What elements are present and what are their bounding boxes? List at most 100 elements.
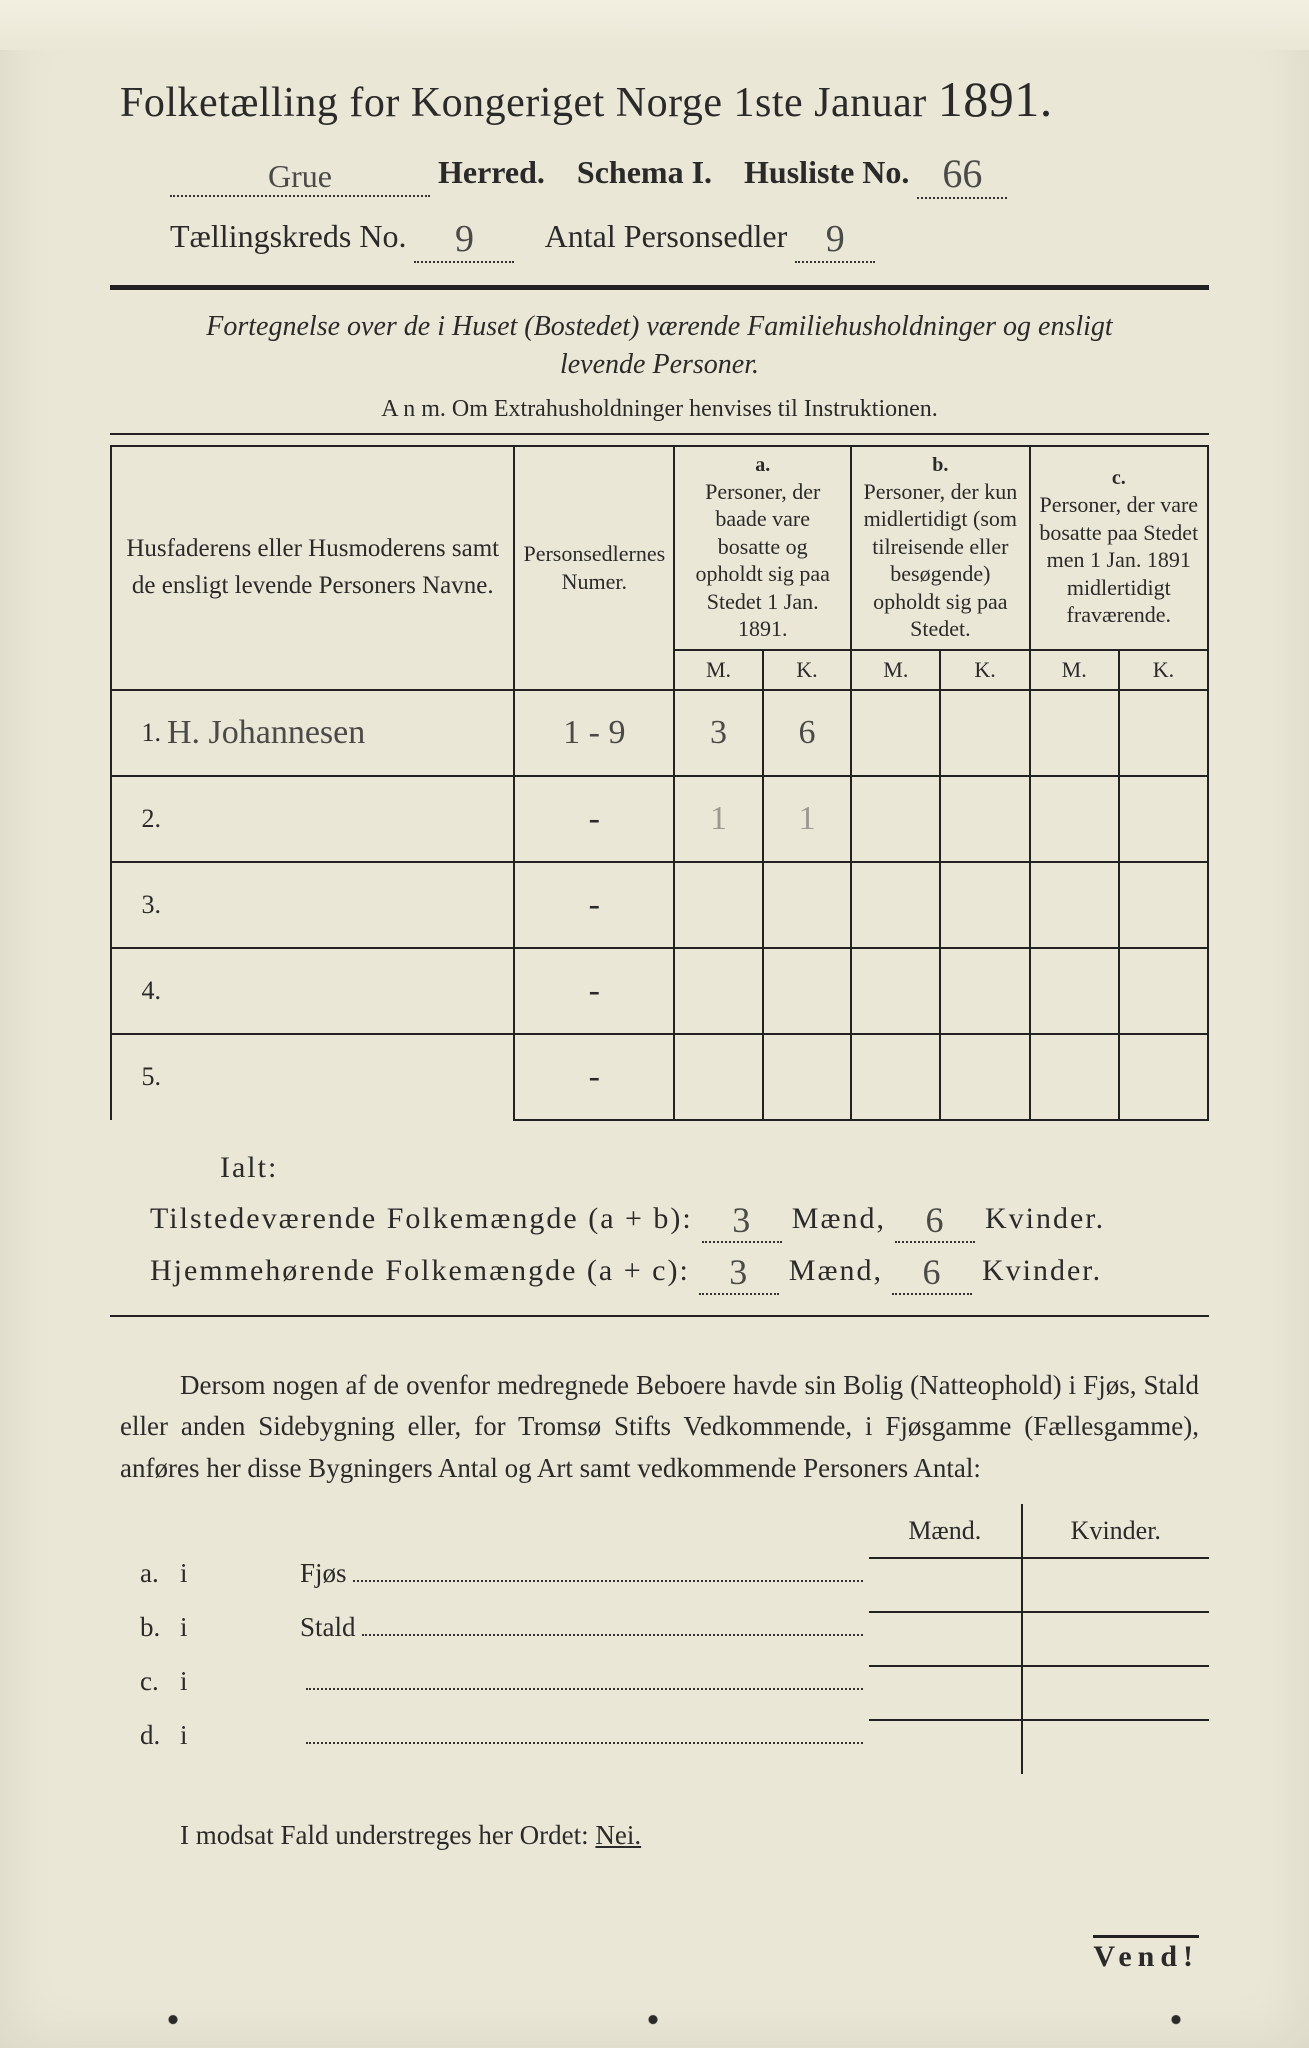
- lower-row-a: a. i Fjøs: [110, 1558, 869, 1612]
- page-title: Folketælling for Kongeriget Norge 1ste J…: [120, 70, 1209, 128]
- row5-am: [674, 1034, 763, 1120]
- row1-am: 3: [674, 690, 763, 776]
- lower-k-header: Kvinder.: [1022, 1504, 1209, 1558]
- sum-tilstede: Tilstedeværende Folkemængde (a + b): 3 M…: [150, 1195, 1209, 1239]
- lower-row-d: d. i: [110, 1720, 869, 1774]
- row3-num: 3.: [111, 862, 161, 948]
- lower-section: a. i Fjøs b. i Stald c. i d. i: [110, 1504, 1209, 1774]
- header-line-2: Grue Herred. Schema I. Husliste No. 66: [170, 146, 1209, 195]
- row5-name: [161, 1034, 514, 1120]
- modsat-line: I modsat Fald understreges her Ordet: Ne…: [180, 1820, 1209, 1851]
- data-row-1: 1. H. Johannesen 1 - 9 3 6: [111, 690, 1208, 776]
- lower-d-letter: d.: [110, 1720, 180, 1751]
- col-a-m: M.: [674, 650, 763, 690]
- sum-tilstede-label: Tilstedeværende Folkemængde (a + b):: [150, 1202, 693, 1235]
- lower-row-c: c. i: [110, 1666, 869, 1720]
- instruction-paragraph: Dersom nogen af de ovenfor medregnede Be…: [120, 1365, 1199, 1491]
- row3-name: [161, 862, 514, 948]
- header-line-3: Tællingskreds No. 9 Antal Personsedler 9: [170, 213, 1209, 259]
- lower-d-m: [869, 1720, 1022, 1774]
- ialt-label: Ialt:: [220, 1151, 1209, 1185]
- personsedler-label: Antal Personsedler: [545, 218, 788, 254]
- lower-d-i: i: [180, 1720, 300, 1751]
- row4-bm: [851, 948, 940, 1034]
- col-b-header: b. Personer, der kun midlertidigt (som t…: [851, 446, 1029, 650]
- sum-tilstede-k: 6: [895, 1199, 975, 1243]
- husliste-value: 66: [917, 150, 1007, 199]
- tear-mark-icon: [1163, 2004, 1189, 2030]
- anm-note: A n m. Om Extrahusholdninger henvises ti…: [110, 396, 1209, 423]
- col-c-header: c. Personer, der vare bosatte paa Stedet…: [1030, 446, 1208, 650]
- row3-bk: [940, 862, 1029, 948]
- row2-ck: [1119, 776, 1208, 862]
- row2-bm: [851, 776, 940, 862]
- lower-a-m: [869, 1558, 1022, 1612]
- rule-3: [110, 1315, 1209, 1317]
- col-b-m: M.: [851, 650, 940, 690]
- title-text: Folketælling for Kongeriget Norge 1ste J…: [120, 80, 927, 126]
- row2-name: [161, 776, 514, 862]
- personsedler-value: 9: [795, 217, 875, 263]
- lower-b-i: i: [180, 1612, 300, 1643]
- sum-hjemme-k: 6: [892, 1251, 972, 1295]
- vend-label: Vend!: [1093, 1935, 1199, 1974]
- sum-hjemme-m: 3: [699, 1251, 779, 1295]
- lower-b-m: [869, 1612, 1022, 1666]
- lower-a-letter: a.: [110, 1558, 180, 1589]
- herred-label: Herred.: [438, 154, 545, 190]
- col-names-text: Husfaderens eller Husmoderens samt de en…: [126, 535, 499, 598]
- col-a-letter: a.: [683, 453, 842, 478]
- row5-bm: [851, 1034, 940, 1120]
- row1-sedler: 1 - 9: [514, 690, 674, 776]
- modsat-text: I modsat Fald understreges her Ordet:: [180, 1820, 589, 1850]
- lower-c-i: i: [180, 1666, 300, 1697]
- col-a-text: Personer, der baade vare bosatte og opho…: [683, 478, 842, 643]
- title-year: 1891.: [938, 71, 1053, 127]
- row1-name: H. Johannesen: [161, 690, 514, 776]
- header-row-1: Husfaderens eller Husmoderens samt de en…: [111, 446, 1208, 650]
- row5-sedler: -: [514, 1034, 674, 1120]
- data-row-2: 2. - 1 1: [111, 776, 1208, 862]
- schema-label: Schema I.: [577, 154, 712, 190]
- lower-c-k: [1022, 1666, 1209, 1720]
- row3-ck: [1119, 862, 1208, 948]
- row4-am: [674, 948, 763, 1034]
- row5-cm: [1030, 1034, 1119, 1120]
- lower-a-label: Fjøs: [300, 1558, 347, 1589]
- lower-a-k: [1022, 1558, 1209, 1612]
- sum-maend: Mænd,: [792, 1202, 886, 1235]
- row1-ak: 6: [763, 690, 851, 776]
- kreds-label: Tællingskreds No.: [170, 218, 406, 254]
- data-row-5: 5. -: [111, 1034, 1208, 1120]
- data-row-4: 4. -: [111, 948, 1208, 1034]
- row3-ak: [763, 862, 851, 948]
- lower-header: Mænd. Kvinder.: [869, 1504, 1209, 1558]
- row2-sedler: -: [514, 776, 674, 862]
- main-table: Husfaderens eller Husmoderens samt de en…: [110, 445, 1209, 1121]
- col-b-letter: b.: [860, 453, 1020, 478]
- row4-cm: [1030, 948, 1119, 1034]
- dots-icon: [353, 1561, 863, 1583]
- row2-ak: 1: [763, 776, 851, 862]
- lower-c-letter: c.: [110, 1666, 180, 1697]
- col-names-header: Husfaderens eller Husmoderens samt de en…: [111, 446, 514, 690]
- sum-maend-2: Mænd,: [789, 1254, 883, 1287]
- lower-table: Mænd. Kvinder.: [869, 1504, 1209, 1774]
- row5-bk: [940, 1034, 1029, 1120]
- dots-icon: [306, 1669, 863, 1691]
- col-c-letter: c.: [1039, 466, 1199, 491]
- lower-a-i: i: [180, 1558, 300, 1589]
- subtitle-line2: levende Personer.: [560, 349, 759, 380]
- row3-sedler: -: [514, 862, 674, 948]
- census-form-page: Folketælling for Kongeriget Norge 1ste J…: [0, 0, 1309, 2048]
- sum-kvinder: Kvinder.: [985, 1202, 1105, 1235]
- lower-b-letter: b.: [110, 1612, 180, 1643]
- col-numer-header: Personsedlernes Numer.: [514, 446, 674, 690]
- lower-m-header: Mænd.: [869, 1504, 1022, 1558]
- sum-hjemme-label: Hjemmehørende Folkemængde (a + c):: [150, 1254, 690, 1287]
- row4-sedler: -: [514, 948, 674, 1034]
- row2-cm: [1030, 776, 1119, 862]
- row5-ak: [763, 1034, 851, 1120]
- row4-bk: [940, 948, 1029, 1034]
- row4-name: [161, 948, 514, 1034]
